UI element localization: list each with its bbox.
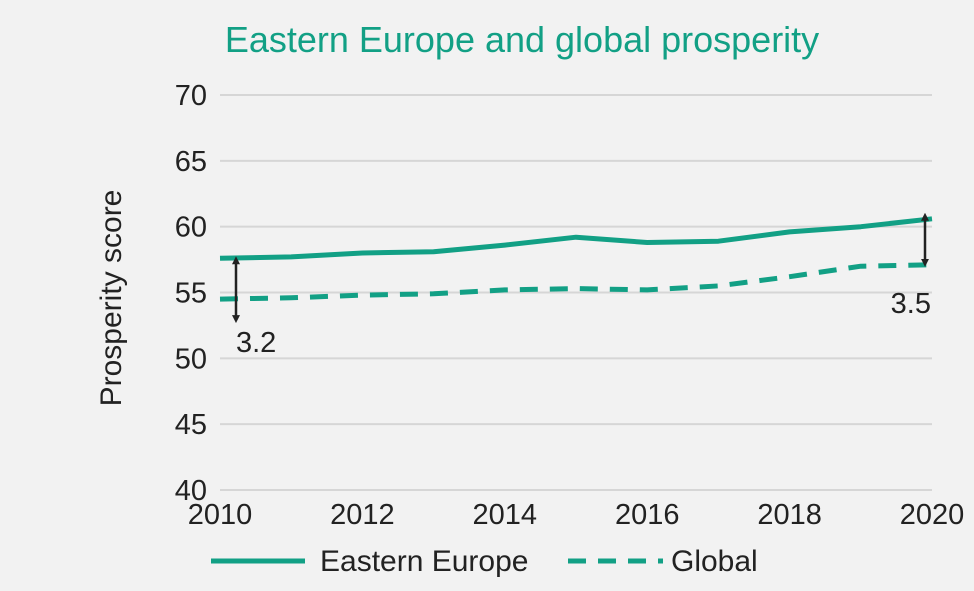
data-point-eastern-europe	[502, 242, 508, 248]
data-point-global	[573, 286, 579, 292]
data-point-eastern-europe	[573, 234, 579, 240]
legend: Eastern Europe Global	[211, 545, 758, 578]
data-point-eastern-europe	[787, 229, 793, 235]
difference-label: 3.2	[236, 327, 276, 359]
data-point-global	[787, 274, 793, 280]
y-axis-label: Prosperity score	[95, 190, 128, 407]
legend-label-global: Global	[671, 545, 758, 578]
grid	[220, 94, 932, 491]
series	[217, 216, 935, 302]
data-point-eastern-europe	[858, 224, 864, 230]
x-tick-label: 2016	[615, 499, 680, 531]
data-point-eastern-europe	[929, 216, 935, 222]
series-line-global	[219, 262, 933, 302]
data-point-global	[217, 296, 223, 302]
data-point-eastern-europe	[715, 238, 721, 244]
data-point-eastern-europe	[431, 249, 437, 255]
y-tick-label: 40	[175, 475, 207, 507]
y-tick-label: 50	[175, 343, 207, 375]
data-point-eastern-europe	[644, 239, 650, 245]
chart-title: Eastern Europe and global prosperity	[225, 19, 819, 60]
x-tick-label: 2010	[188, 499, 253, 531]
data-point-eastern-europe	[217, 255, 223, 261]
y-tick-label: 70	[175, 80, 207, 112]
data-point-global	[858, 263, 864, 269]
legend-label-eastern-europe: Eastern Europe	[320, 545, 528, 578]
data-point-global	[644, 287, 650, 293]
x-tick-label: 2014	[473, 499, 538, 531]
annotations: 3.2 3.5	[231, 212, 931, 359]
series-line-eastern-europe	[219, 216, 933, 261]
y-axis-ticks: 40 45 50 55 60 65 70	[175, 80, 207, 507]
data-point-global	[929, 262, 935, 268]
y-tick-label: 60	[175, 212, 207, 244]
data-point-global	[359, 292, 365, 298]
y-tick-label: 55	[175, 278, 207, 310]
data-point-global	[502, 287, 508, 293]
data-point-global	[431, 291, 437, 297]
x-axis-ticks: 2010 2012 2014 2016 2018 2020	[188, 499, 965, 531]
data-point-global	[715, 283, 721, 289]
x-tick-label: 2018	[757, 499, 822, 531]
data-point-eastern-europe	[288, 254, 294, 260]
y-tick-label: 45	[175, 409, 207, 441]
x-tick-label: 2012	[330, 499, 395, 531]
y-tick-label: 65	[175, 146, 207, 178]
x-tick-label: 2020	[900, 499, 965, 531]
difference-label: 3.5	[891, 288, 931, 320]
data-point-eastern-europe	[359, 250, 365, 256]
data-point-global	[288, 295, 294, 301]
